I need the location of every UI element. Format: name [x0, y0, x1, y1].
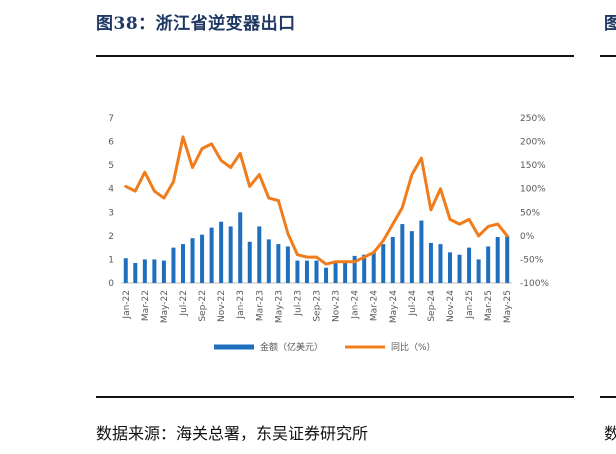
bar [352, 255, 357, 283]
bar [333, 260, 338, 283]
x-tick-label: Jul-22 [179, 290, 189, 317]
x-tick-label: Jan-22 [122, 290, 132, 320]
legend-bar-swatch [214, 344, 254, 350]
x-tick-label: May-24 [389, 290, 399, 323]
x-tick-label: Sep-24 [427, 290, 437, 322]
y-right-tick-label: 100% [520, 185, 546, 195]
bar [362, 254, 367, 283]
bar [495, 237, 500, 283]
bar [409, 231, 414, 283]
bar [247, 241, 252, 283]
x-tick-label: Jan-24 [351, 290, 361, 320]
y-left-tick-label: 6 [108, 138, 114, 148]
x-tick-label: Mar-22 [141, 290, 151, 321]
bar [390, 237, 395, 283]
x-tick-label: May-22 [160, 290, 170, 323]
x-tick-label: May-23 [274, 290, 284, 323]
y-right-tick-label: 150% [520, 161, 546, 171]
bar [457, 254, 462, 283]
x-tick-label: Mar-24 [370, 290, 380, 321]
legend-bar-label: 金额（亿美元） [260, 341, 323, 353]
bar [276, 244, 281, 283]
bar [381, 244, 386, 283]
next-figure-title-fragment: 图 [604, 14, 616, 34]
y-left-tick-label: 0 [108, 279, 114, 289]
x-tick-label: Jan-25 [465, 290, 475, 320]
x-tick-label: Jul-23 [293, 290, 303, 317]
bar [200, 234, 205, 283]
x-tick-label: Jan-23 [236, 290, 246, 320]
bar [371, 252, 376, 283]
bar [486, 246, 491, 283]
x-tick-label: Nov-22 [217, 290, 227, 322]
x-tick-label: May-25 [503, 290, 513, 323]
y-right-tick-label: 250% [520, 114, 546, 124]
x-tick-label: Sep-23 [313, 290, 323, 322]
y-right-tick-label: 200% [520, 138, 546, 148]
bottom-rule [96, 396, 574, 398]
bar [324, 267, 329, 283]
bar [295, 260, 300, 283]
bar [209, 227, 214, 283]
bar [152, 259, 157, 283]
bar [505, 235, 510, 283]
x-tick-label: Nov-24 [446, 290, 456, 322]
bar [428, 242, 433, 283]
bar [171, 247, 176, 283]
x-tick-label: Mar-23 [255, 290, 265, 321]
y-right-tick-label: 0% [520, 232, 535, 242]
x-tick-label: Nov-23 [332, 290, 342, 322]
y-right-tick-label: -100% [520, 279, 549, 289]
bar [180, 244, 185, 283]
bar [257, 226, 262, 283]
x-tick-label: Jul-24 [408, 290, 418, 317]
bar [438, 244, 443, 283]
y-left-tick-label: 5 [108, 161, 114, 171]
y-left-tick-label: 2 [108, 232, 114, 242]
y-left-tick-label: 7 [108, 114, 114, 124]
bar [285, 246, 290, 283]
yoy-line [124, 135, 509, 266]
bar [304, 260, 309, 283]
next-bottom-rule [600, 396, 616, 398]
bar [448, 252, 453, 283]
next-source-fragment: 数 [604, 424, 616, 443]
y-left-tick-label: 4 [108, 185, 114, 195]
bar [266, 239, 271, 283]
bar [190, 238, 195, 283]
x-tick-label: Sep-22 [198, 290, 208, 322]
bar [219, 221, 224, 283]
bar [133, 262, 138, 283]
y-right-tick-label: -50% [520, 255, 544, 265]
bar [419, 220, 424, 283]
bar [161, 260, 166, 283]
bar [400, 224, 405, 283]
top-rule [96, 55, 574, 57]
legend-line-label: 同比（%） [391, 341, 436, 353]
bar [343, 260, 348, 283]
bar [467, 247, 472, 283]
bar [476, 259, 481, 283]
next-top-rule [600, 55, 616, 57]
bar [228, 226, 233, 283]
figure-title: 图38：浙江省逆变器出口 [96, 14, 296, 34]
y-left-tick-label: 1 [108, 255, 114, 265]
source-note: 数据来源：海关总署，东吴证券研究所 [96, 424, 369, 443]
bar [142, 259, 147, 283]
x-tick-label: Mar-25 [484, 290, 494, 321]
bar [123, 258, 128, 283]
y-left-tick-label: 3 [108, 208, 114, 218]
bar [314, 260, 319, 283]
y-right-tick-label: 50% [520, 208, 540, 218]
bar [238, 212, 243, 283]
